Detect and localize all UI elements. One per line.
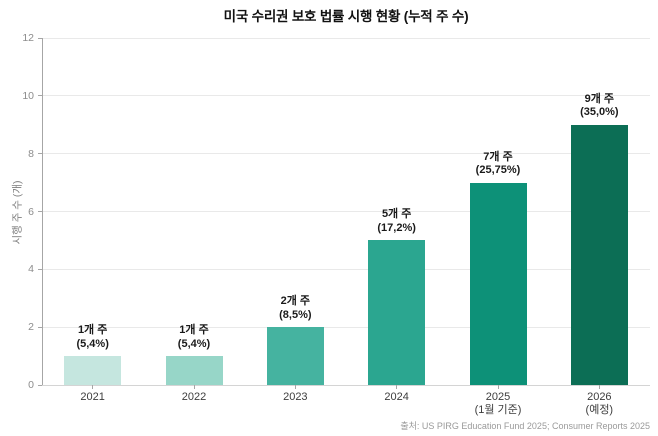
y-tick-label-2: 2 (28, 321, 34, 334)
x-tick-label-2022: 2022 (134, 391, 254, 404)
bar-2024 (368, 240, 426, 385)
bar-value-label-2025: 7개 주 (25,75%) (433, 151, 563, 178)
bar-value-line1: 7개 주 (483, 150, 513, 163)
gridline-y-10 (42, 95, 650, 97)
gridline-y-12 (42, 37, 650, 39)
x-tick-label-2024: 2024 (337, 391, 457, 404)
x-tick-year: 2024 (384, 391, 409, 403)
x-tick-mark-2025 (497, 385, 499, 389)
x-tick-year: 2023 (283, 391, 308, 403)
x-tick-sublabel: (예정) (585, 404, 614, 416)
y-tick-mark-0 (38, 384, 42, 386)
x-tick-label-2025: 2025 (1월 기준) (438, 391, 558, 417)
y-tick-label-4: 4 (28, 263, 34, 276)
y-tick-label-6: 6 (28, 205, 34, 218)
y-tick-label-10: 10 (22, 89, 34, 102)
bar-value-label-2024: 5개 주 (17,2%) (332, 208, 462, 235)
x-tick-mark-2022 (193, 385, 195, 389)
bar-value-line2: (25,75%) (475, 164, 521, 177)
x-tick-mark-2023 (294, 385, 296, 389)
y-tick-mark-10 (38, 95, 42, 97)
x-tick-year: 2022 (181, 391, 207, 403)
bar-value-line1: 5개 주 (381, 208, 412, 221)
x-tick-mark-2024 (396, 385, 398, 389)
bar-2021 (64, 356, 122, 385)
x-tick-label-2021: 2021 (33, 391, 153, 404)
y-tick-label-8: 8 (28, 147, 34, 160)
x-tick-sublabel: (1월 기준) (474, 404, 522, 416)
y-tick-mark-4 (38, 268, 42, 270)
y-tick-mark-2 (38, 326, 42, 328)
bar-value-line1: 9개 주 (584, 92, 615, 105)
bar-value-line2: (5,4%) (177, 337, 211, 350)
bar-2022 (165, 356, 223, 385)
source-note: 출처: US PIRG Education Fund 2025; Consume… (400, 421, 650, 431)
y-axis-line (42, 38, 43, 385)
chart-title: 미국 수리권 보호 법률 시행 현황 (누적 주 수) (223, 9, 469, 24)
bar-value-label-2022: 1개 주 (5,4%) (129, 324, 259, 351)
gridline-y-8 (42, 153, 650, 155)
bar-2025 (469, 182, 527, 385)
bar-value-label-2021: 1개 주 (5,4%) (28, 324, 158, 351)
bar-value-line1: 1개 주 (77, 324, 108, 337)
gridline-y-4 (42, 268, 650, 270)
bar-value-line2: (5,4%) (76, 337, 109, 350)
bar-2023 (266, 327, 324, 385)
gridline-y-6 (42, 211, 650, 212)
gridline-y-2 (42, 326, 650, 328)
bar-value-line2: (8,5%) (279, 308, 312, 321)
bar-value-line1: 1개 주 (179, 324, 209, 337)
y-tick-mark-8 (38, 153, 42, 155)
bar-value-line2: (17,2%) (377, 221, 416, 234)
bar-value-label-2026: 9개 주 (35,0%) (534, 93, 658, 120)
x-tick-year: 2021 (80, 391, 105, 403)
x-tick-year: 2025 (485, 391, 511, 403)
bar-2026 (570, 124, 628, 385)
bar-value-line2: (35,0%) (580, 106, 619, 119)
bar-value-label-2023: 2개 주 (8,5%) (230, 295, 360, 322)
x-tick-mark-2021 (92, 385, 94, 389)
x-tick-year: 2026 (587, 391, 612, 403)
y-tick-label-0: 0 (28, 379, 34, 391)
x-axis-line (42, 384, 650, 386)
x-tick-label-2023: 2023 (235, 391, 355, 404)
bar-value-line1: 2개 주 (280, 295, 311, 308)
y-tick-mark-12 (38, 37, 42, 39)
y-tick-mark-6 (38, 211, 42, 212)
y-tick-label-12: 12 (22, 32, 34, 44)
x-tick-label-2026: 2026 (예정) (539, 391, 658, 417)
x-tick-mark-2026 (598, 385, 600, 389)
